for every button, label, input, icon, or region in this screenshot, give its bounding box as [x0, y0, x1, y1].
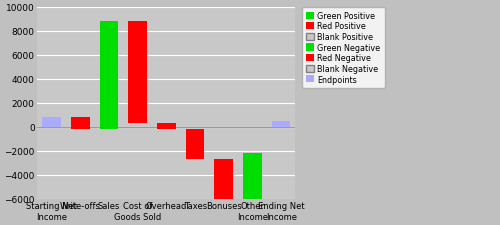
Bar — [42, 117, 61, 127]
Legend: Green Positive, Red Positive, Blank Positive, Green Negative, Red Negative, Blan: Green Positive, Red Positive, Blank Posi… — [302, 8, 384, 88]
Bar — [128, 22, 147, 124]
Bar — [214, 159, 233, 213]
Bar — [100, 22, 118, 129]
Bar — [157, 124, 176, 129]
Bar — [243, 153, 262, 213]
Bar — [186, 129, 204, 159]
Bar — [71, 117, 90, 129]
Bar — [272, 121, 290, 127]
